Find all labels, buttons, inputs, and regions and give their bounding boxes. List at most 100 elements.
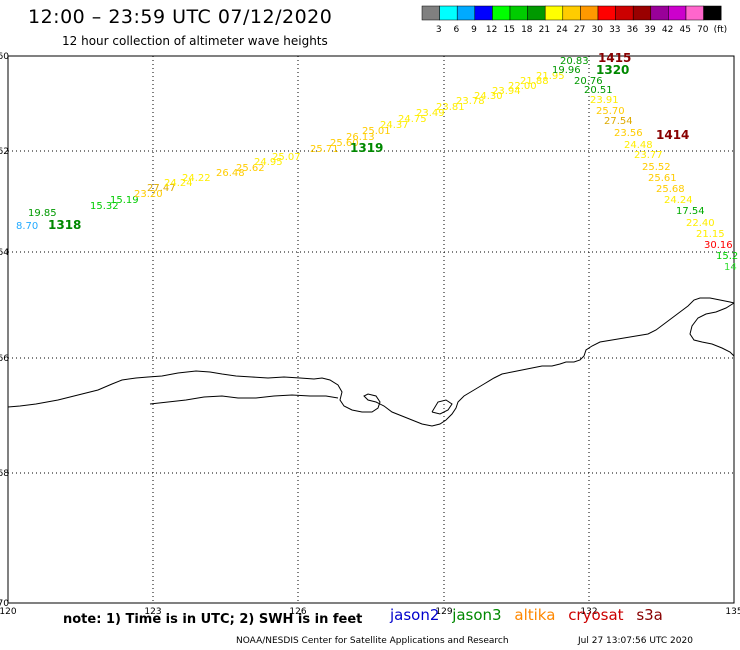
coastline-east xyxy=(689,302,735,357)
coastline-path xyxy=(7,297,735,427)
colorbar-swatch xyxy=(668,5,687,21)
satellite-legend: jason2 jason3 altika cryosat s3a xyxy=(390,606,671,624)
swh-value-label: 25.71 xyxy=(310,144,339,155)
lon-tick-label: 126 xyxy=(289,607,306,617)
swh-value-label: 15.32 xyxy=(90,201,119,212)
colorbar-label: 3 xyxy=(436,25,442,35)
colorbar-label: 39 xyxy=(644,25,656,35)
swh-value-label: 20.83 xyxy=(560,56,589,67)
swh-value-label: 23.78 xyxy=(456,96,485,107)
colorbar-swatch xyxy=(509,5,528,21)
coastline-inlet xyxy=(431,399,453,415)
legend-jason3: jason3 xyxy=(452,606,502,624)
legend-altika: altika xyxy=(514,606,556,624)
lat-tick-label: -66 xyxy=(0,354,9,364)
swh-value-label: 25.68 xyxy=(656,184,685,195)
swh-value-label: 25.52 xyxy=(642,162,671,173)
swh-value-label: 24.48 xyxy=(624,140,653,151)
colorbar-swatch xyxy=(544,5,564,21)
colorbar-label: 27 xyxy=(574,25,585,35)
swh-value-label: 26.13 xyxy=(346,132,375,143)
generated-timestamp: Jul 27 13:07:56 UTC 2020 xyxy=(578,636,693,646)
swh-value-label: 23.81 xyxy=(436,102,465,113)
colorbar-swatch xyxy=(439,5,458,21)
colorbar-swatch xyxy=(685,5,704,21)
footnote: note: 1) Time is in UTC; 2) SWH is in fe… xyxy=(63,612,363,627)
lat-tick-label: -64 xyxy=(0,248,9,258)
swh-value-label: 23.56 xyxy=(614,128,643,139)
swh-value-label: 23.49 xyxy=(416,108,445,119)
swh-value-label: 24.95 xyxy=(254,157,283,168)
swh-value-label: 24.75 xyxy=(398,114,427,125)
colorbar-label: 9 xyxy=(471,25,477,35)
swh-value-label: 25.01 xyxy=(362,126,391,137)
colorbar-label: 45 xyxy=(679,25,690,35)
lat-tick-label: -70 xyxy=(0,599,9,609)
colorbar-label: 12 xyxy=(486,25,497,35)
pass-number-label: 1320 xyxy=(596,63,629,77)
swh-value-label: 25.70 xyxy=(596,106,625,117)
colorbar-label: 36 xyxy=(627,25,639,35)
axis-labels: 120 123 126 129 132 135 -60 -62 -64 -66 -68 -70 xyxy=(0,52,740,617)
swh-value-label: 23.94 xyxy=(492,86,521,97)
swh-value-label: 24.24 xyxy=(664,195,693,206)
swh-value-label: 23.91 xyxy=(590,95,619,106)
figure-subtitle: 12 hour collection of altimeter wave hei… xyxy=(62,34,328,48)
swh-value-label: 27.47 xyxy=(147,183,176,194)
swh-value-label: 25.60 xyxy=(330,138,359,149)
colorbar-label: 33 xyxy=(609,25,620,35)
colorbar-swatch xyxy=(492,5,511,21)
swh-value-label: 24.22 xyxy=(182,173,211,184)
colorbar-swatch xyxy=(632,5,652,21)
swh-value-label: 20.76 xyxy=(574,76,603,87)
colorbar-swatch xyxy=(421,5,440,21)
swh-value-label: 23.77 xyxy=(634,150,663,161)
colorbar-swatch xyxy=(474,5,493,21)
swh-value-label: 24.30 xyxy=(474,91,503,102)
swh-value-label: 19.96 xyxy=(552,65,581,76)
swh-value-label: 22.40 xyxy=(686,218,715,229)
swh-value-label: 26.48 xyxy=(216,168,245,179)
swh-value-label: 25.61 xyxy=(648,173,677,184)
swh-value-label: 24.37 xyxy=(380,120,409,131)
colorbar-swatch xyxy=(703,5,722,21)
swh-value-label: 19.85 xyxy=(28,208,57,219)
swh-value-label: 15.2 xyxy=(716,251,738,262)
lon-tick-label: 120 xyxy=(0,607,17,617)
antarctic-coastline xyxy=(7,297,735,427)
pass-number-label: 1414 xyxy=(656,128,689,142)
swh-value-label: 21.15 xyxy=(696,229,725,240)
colorbar-label: 18 xyxy=(521,25,533,35)
swh-value-label: 30.16 xyxy=(704,240,733,251)
swh-value-label: 25.07 xyxy=(272,152,301,163)
figure-title: 12:00 – 23:59 UTC 07/12/2020 xyxy=(28,6,333,28)
swh-value-label: 21.95 xyxy=(536,71,565,82)
colorbar-label: (ft) xyxy=(714,25,728,35)
swh-value-label: 27.54 xyxy=(604,116,633,127)
colorbar-label: 42 xyxy=(662,25,673,35)
map-frame xyxy=(7,55,735,604)
colorbar-label: 70 xyxy=(697,25,709,35)
legend-cryosat: cryosat xyxy=(568,606,624,624)
colorbar-swatch xyxy=(597,5,616,21)
credit-line: NOAA/NESDIS Center for Satellite Applica… xyxy=(236,636,509,646)
swh-value-label: 8.70 xyxy=(16,221,38,232)
swh-value-label: 24.24 xyxy=(164,178,193,189)
colorbar-swatch xyxy=(580,5,599,21)
swh-value-label: 14 xyxy=(724,262,737,273)
lat-tick-label: -60 xyxy=(0,52,9,62)
graticule xyxy=(8,56,734,603)
legend-s3a: s3a xyxy=(636,606,663,624)
swh-value-label: 21.88 xyxy=(520,76,549,87)
colorbar-label: 21 xyxy=(539,25,550,35)
colorbar-swatch xyxy=(456,5,476,21)
colorbar-label: 15 xyxy=(503,25,514,35)
swh-value-label: 17.54 xyxy=(676,206,705,217)
colorbar-label: 24 xyxy=(556,25,568,35)
colorbar-label: 6 xyxy=(454,25,460,35)
lat-tick-label: -62 xyxy=(0,147,9,157)
swh-value-label: 25.62 xyxy=(236,163,265,174)
lon-tick-label: 132 xyxy=(580,607,597,617)
lon-tick-label: 129 xyxy=(435,607,452,617)
